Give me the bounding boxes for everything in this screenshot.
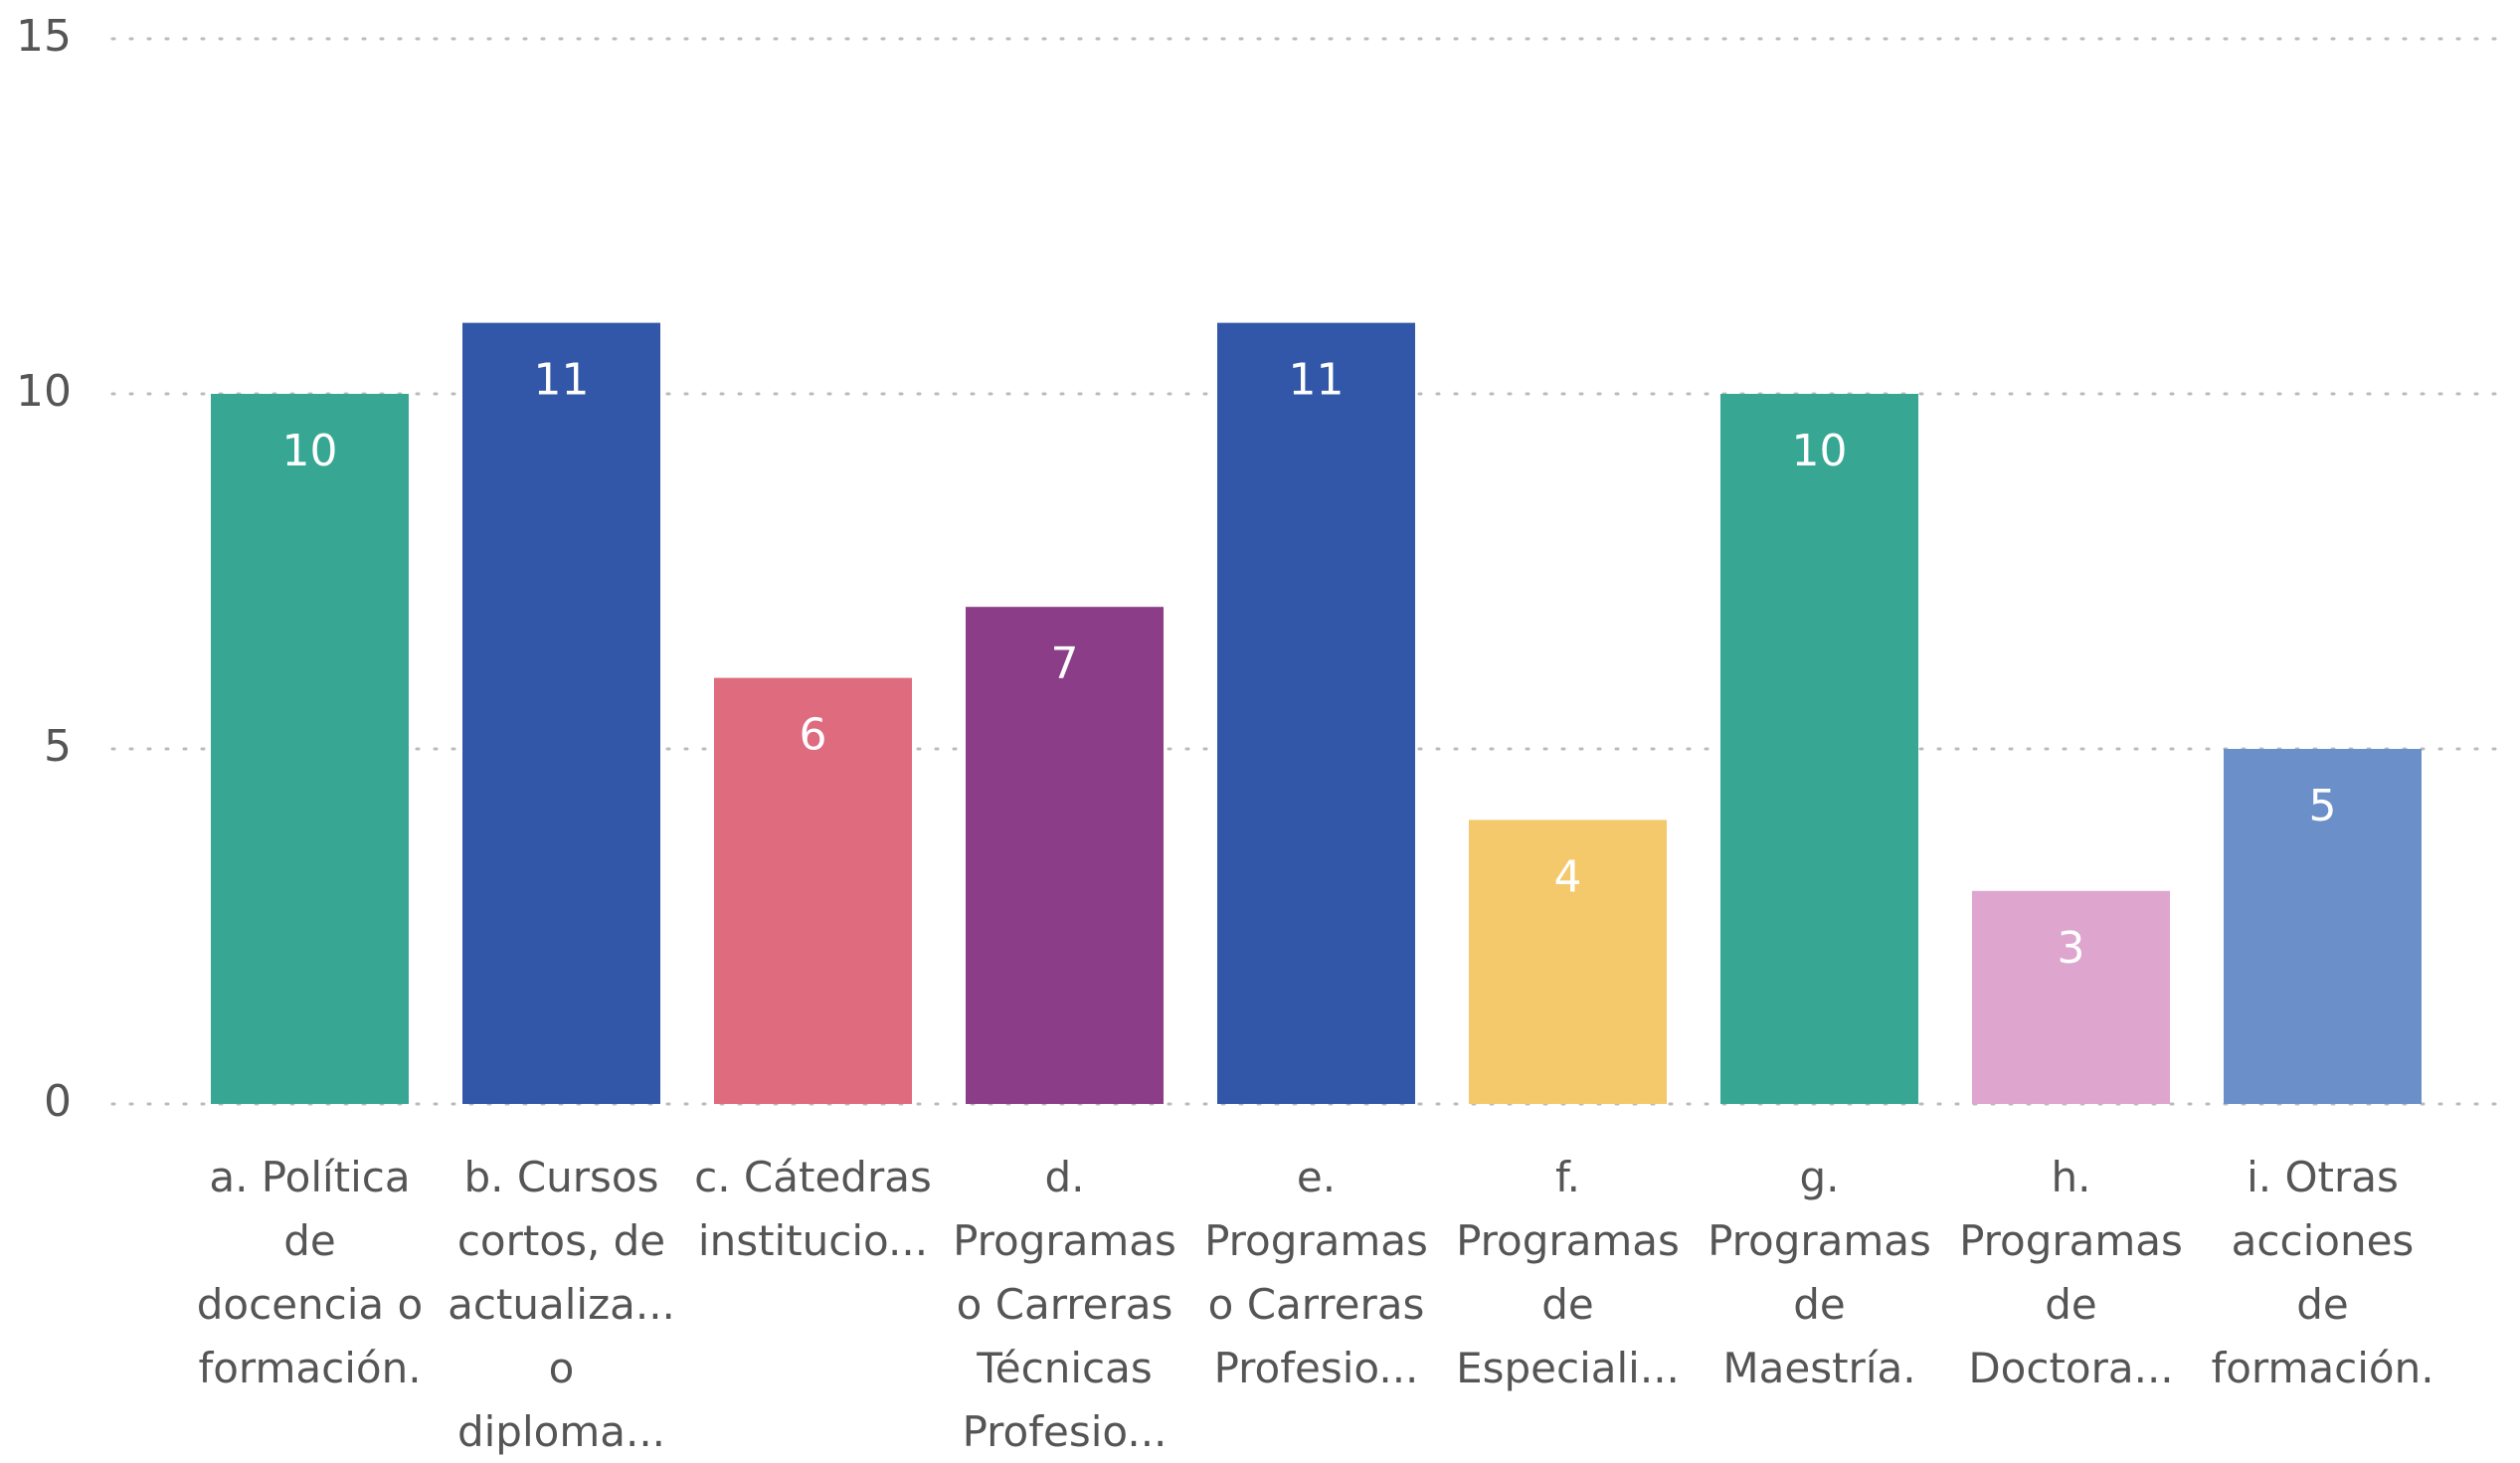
x-tick-label: b. Cursos cortos, de actualiza... o dipl… (448, 1153, 675, 1456)
bar (211, 394, 409, 1104)
x-tick-label: d. Programas o Carreras Técnicas Profesi… (953, 1153, 1176, 1456)
bar (1217, 322, 1415, 1105)
x-tick-label: e. Programas o Carreras Profesio... (1204, 1153, 1428, 1392)
y-tick-label: 0 (44, 1076, 72, 1127)
x-tick-label: i. Otras acciones de formación. (2211, 1153, 2434, 1392)
value-label: 6 (800, 710, 827, 761)
y-tick-label: 10 (16, 366, 72, 417)
x-tick-label: g. Programas de Maestría. (1708, 1153, 1931, 1392)
value-label: 7 (1051, 639, 1079, 689)
x-tick-label: h. Programas de Doctora... (1959, 1153, 2183, 1392)
bar (1972, 890, 2170, 1104)
x-tick-label: f. Programas de Especiali... (1456, 1153, 1680, 1392)
bar (714, 677, 912, 1104)
bar (1469, 820, 1667, 1104)
bar (462, 322, 660, 1105)
bar (966, 607, 1164, 1104)
value-label: 11 (534, 355, 590, 406)
x-tick-label: a. Política de docencia o formación. (196, 1153, 424, 1392)
y-tick-label: 5 (44, 721, 72, 772)
value-label: 5 (2309, 781, 2337, 831)
value-label: 10 (282, 426, 338, 476)
bar (2224, 749, 2422, 1104)
value-label: 4 (1554, 851, 1582, 902)
value-label: 3 (2058, 923, 2085, 974)
x-tick-label: c. Cátedras institucio... (694, 1153, 932, 1265)
y-tick-label: 15 (16, 11, 72, 62)
value-label: 11 (1289, 355, 1345, 406)
bar (1720, 394, 1918, 1104)
value-label: 10 (1792, 426, 1848, 476)
